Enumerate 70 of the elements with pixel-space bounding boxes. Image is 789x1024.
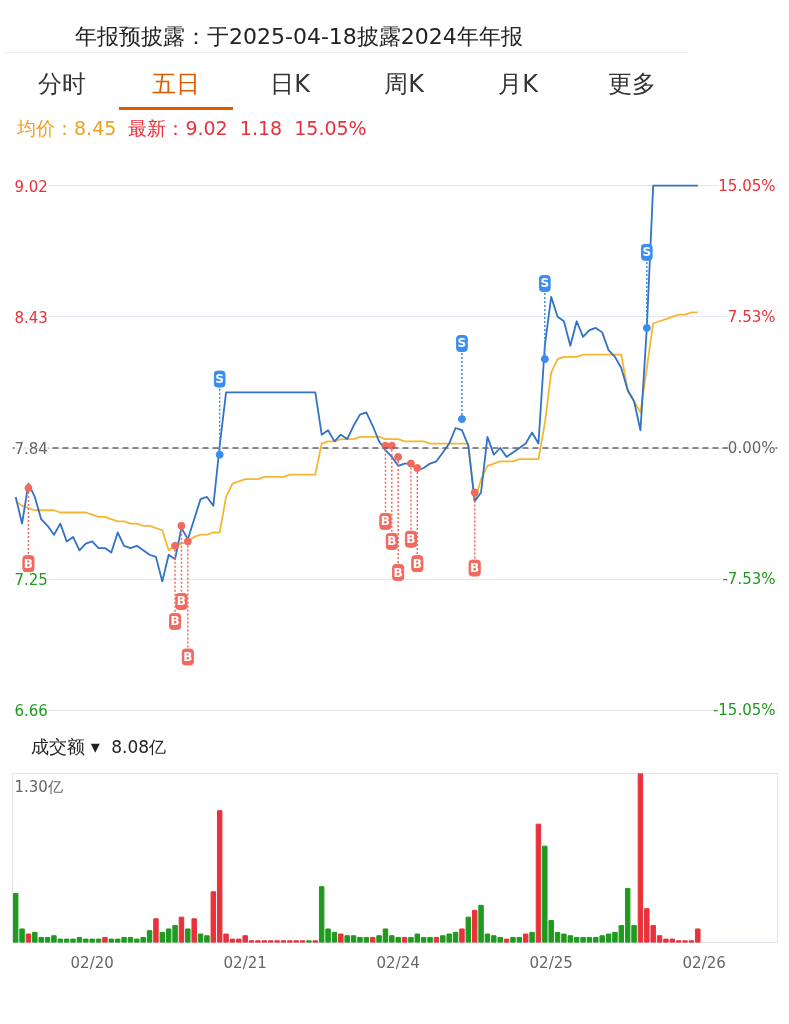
text: B [183,650,193,665]
text: S [215,372,225,387]
bar [535,823,542,943]
text: 日K [269,69,311,100]
point [177,521,186,530]
text: B [380,514,391,529]
annotation: 1.30亿 [14,777,63,796]
y-tick-label: 7.84 [14,440,48,458]
bar [25,933,32,943]
bar [459,928,465,943]
text: B [412,556,422,571]
bar [185,928,191,943]
bar [522,933,529,943]
chart-title: 成交额 ▾ [31,736,100,757]
y2-tick-label: -15.05% [712,701,776,720]
point [470,488,479,497]
y-tick-label: 6.66 [14,702,48,721]
point [183,537,192,546]
legend-label: B [406,532,416,547]
point [171,541,180,550]
y2-tick-label: 15.05% [718,176,776,195]
y2-tick-label: 7.53% [727,307,776,326]
point [394,452,403,461]
y-tick-label: 9.02 [14,177,48,196]
x-tick-label: 02/26 [682,953,726,972]
y2-tick-label: 0.00% [727,439,776,457]
text: S [540,276,550,291]
bar [503,938,510,943]
text: B [470,561,480,576]
bar [529,931,535,943]
bar [338,933,344,943]
text: B [176,594,187,609]
text: 月K [497,69,539,100]
chart-title: 年报预披露：于2025-04-18披露2024年年报 [5,5,689,53]
text: 8.08亿 [111,737,167,757]
text: 1.18 [239,117,283,139]
text: 最新：9.02 [128,117,228,139]
y-tick-label: 7.25 [14,571,48,590]
point [406,459,415,468]
x-tick-label: 02/25 [529,953,573,972]
x-tick-label: 02/21 [223,953,267,972]
point [457,415,466,424]
bar [153,918,159,943]
point [24,484,33,493]
x-tick-label: 02/20 [70,953,114,972]
text: B [170,614,180,629]
text: B [393,565,403,580]
x-tick-label: 02/24 [376,953,420,972]
point [413,464,422,473]
bar [191,918,197,943]
bar [102,936,108,943]
point [642,323,651,332]
point [540,355,549,364]
text: S [642,245,652,260]
point [215,450,224,459]
text: 周K [383,69,425,100]
y-tick-label: 8.43 [14,308,48,327]
text: B [387,534,397,549]
text: 15.05% [294,117,367,139]
text: B [23,556,34,571]
text: 分时 [37,69,87,100]
point [387,441,396,450]
text: S [457,336,467,351]
y2-tick-label: -7.53% [722,570,776,589]
text: 五日 [119,67,233,111]
text: 更多 [607,69,657,100]
text: 均价：8.45 [17,117,117,139]
bar [369,936,376,943]
bar [471,909,478,943]
bar [465,916,472,943]
